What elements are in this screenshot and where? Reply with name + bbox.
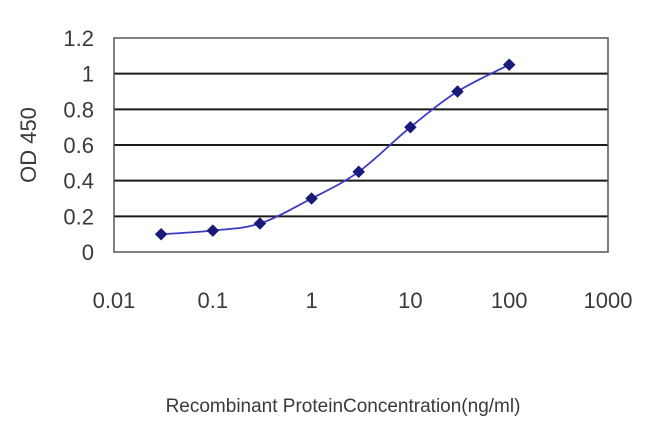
x-tick-label: 0.1 (198, 288, 229, 313)
y-axis-title: OD 450 (16, 107, 41, 183)
data-point-marker (253, 217, 267, 230)
plot-frame (113, 37, 609, 253)
x-tick-label: 100 (491, 288, 528, 313)
data-point-marker (206, 224, 220, 237)
data-point-marker (352, 165, 366, 179)
y-tick-label: 0.6 (63, 133, 94, 158)
data-point-marker (154, 227, 168, 241)
data-point-marker (404, 120, 417, 134)
y-tick-label: 1.2 (63, 26, 94, 51)
series-layer (154, 58, 516, 241)
y-tick-label: 1 (82, 62, 94, 87)
x-tick-label: 10 (398, 288, 422, 313)
y-tick-label: 0.2 (63, 204, 94, 229)
gridlines (114, 72, 608, 218)
x-tick-label: 0.01 (93, 288, 136, 313)
data-point-marker (305, 192, 318, 205)
y-tick-label: 0.8 (63, 97, 94, 122)
x-axis-ticks: 0.01 0.1 1 10 100 1000 (93, 288, 633, 313)
data-point-marker (451, 85, 464, 98)
x-tick-label: 1 (305, 288, 317, 313)
y-tick-label: 0.4 (63, 169, 94, 194)
data-point-marker (502, 58, 516, 72)
y-tick-label: 0 (82, 240, 94, 265)
x-axis-title: Recombinant ProteinConcentration(ng/ml) (166, 396, 521, 417)
x-tick-label: 1000 (584, 288, 633, 313)
y-axis-ticks: 0 0.2 0.4 0.6 0.8 1 1.2 (63, 26, 94, 265)
